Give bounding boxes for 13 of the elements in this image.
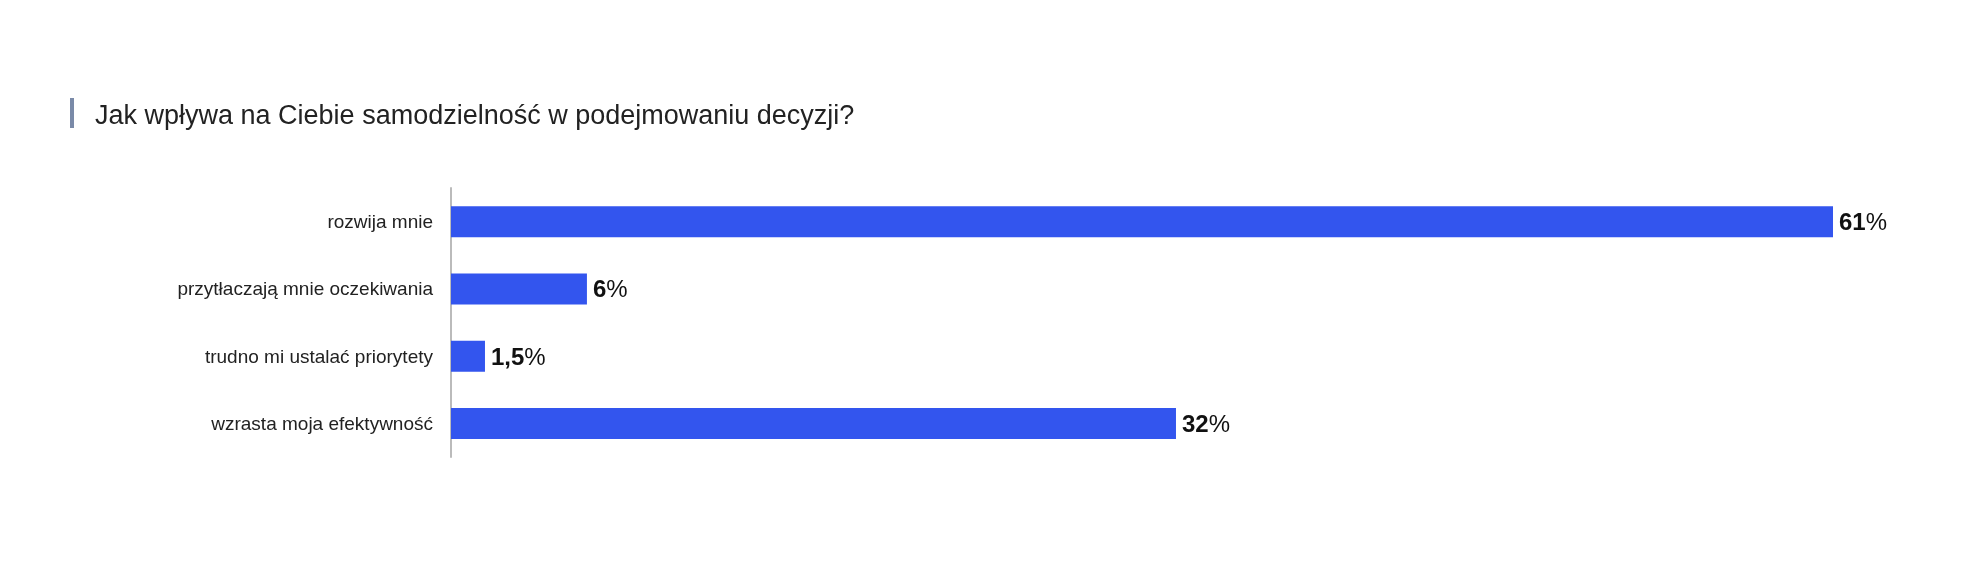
chart-title: Jak wpływa na Ciebie samodzielność w podejmowaniu decyzji? xyxy=(95,99,855,130)
bar xyxy=(451,407,1176,439)
data-label: 32% xyxy=(1181,409,1231,437)
data-label: 6% xyxy=(592,275,628,303)
y-tick-label: przytłaczają mnie oczekiwania xyxy=(177,278,434,300)
y-tick-label: rozwija mnie xyxy=(327,211,433,233)
y-tick-label: wzrasta moja efektywność xyxy=(210,412,433,434)
data-label: 61% xyxy=(1839,208,1888,236)
bar xyxy=(451,273,587,305)
bar xyxy=(451,206,1833,238)
bar xyxy=(451,340,485,372)
data-label: 1,5% xyxy=(490,342,546,370)
y-tick-label: trudno mi ustalać priorytety xyxy=(204,345,434,367)
